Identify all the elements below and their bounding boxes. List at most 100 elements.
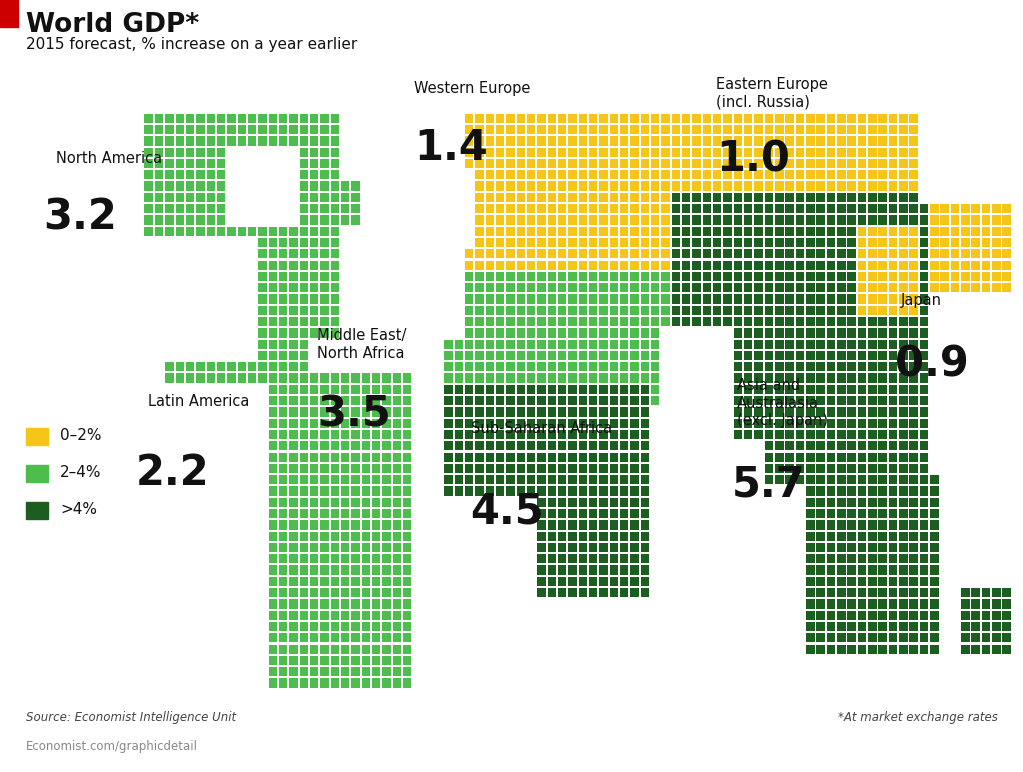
Bar: [279, 384, 287, 394]
Bar: [268, 532, 277, 541]
Bar: [847, 384, 856, 394]
Bar: [537, 340, 545, 349]
Bar: [723, 170, 731, 179]
Bar: [827, 137, 835, 146]
Bar: [733, 137, 742, 146]
Bar: [879, 170, 887, 179]
Bar: [630, 317, 638, 327]
Bar: [909, 611, 918, 620]
Bar: [909, 137, 918, 146]
Bar: [320, 622, 328, 631]
Bar: [403, 509, 411, 518]
Bar: [383, 599, 391, 608]
Bar: [610, 137, 618, 146]
Bar: [464, 418, 474, 428]
Bar: [672, 227, 680, 236]
Bar: [464, 260, 474, 269]
Bar: [290, 577, 298, 586]
Bar: [517, 204, 525, 213]
Bar: [476, 442, 484, 451]
Bar: [372, 396, 381, 405]
Bar: [279, 272, 287, 281]
Bar: [610, 113, 618, 123]
Bar: [506, 306, 515, 315]
Bar: [558, 113, 567, 123]
Bar: [733, 159, 742, 168]
Bar: [837, 611, 846, 620]
Bar: [486, 430, 494, 439]
Bar: [279, 137, 287, 146]
Bar: [837, 554, 846, 564]
Bar: [547, 238, 557, 247]
Bar: [786, 452, 794, 462]
Bar: [383, 408, 391, 417]
Bar: [847, 509, 856, 518]
Bar: [506, 260, 515, 269]
Bar: [279, 565, 287, 574]
Bar: [351, 679, 360, 688]
Bar: [579, 238, 587, 247]
Bar: [847, 272, 856, 281]
Bar: [393, 577, 401, 586]
Bar: [796, 408, 804, 417]
Bar: [869, 532, 877, 541]
Bar: [486, 396, 494, 405]
Bar: [899, 442, 907, 451]
Bar: [889, 532, 897, 541]
Bar: [330, 509, 339, 518]
Bar: [786, 384, 794, 394]
Bar: [310, 374, 318, 383]
Bar: [558, 260, 567, 269]
Bar: [930, 215, 938, 225]
Bar: [486, 317, 494, 327]
Bar: [796, 113, 804, 123]
Bar: [630, 588, 638, 598]
Bar: [558, 565, 567, 574]
Bar: [775, 125, 784, 134]
Bar: [517, 159, 525, 168]
Bar: [517, 181, 525, 191]
Bar: [703, 294, 711, 303]
Bar: [723, 147, 731, 157]
Bar: [403, 498, 411, 507]
Bar: [786, 204, 794, 213]
Bar: [620, 159, 628, 168]
Bar: [403, 374, 411, 383]
Bar: [610, 272, 618, 281]
Bar: [279, 475, 287, 484]
Bar: [620, 498, 628, 507]
Bar: [383, 611, 391, 620]
Bar: [361, 655, 370, 665]
Bar: [599, 113, 608, 123]
Bar: [764, 384, 773, 394]
Bar: [693, 215, 701, 225]
Bar: [361, 645, 370, 654]
Bar: [733, 294, 742, 303]
Bar: [290, 509, 298, 518]
Bar: [640, 442, 650, 451]
Bar: [537, 147, 545, 157]
Bar: [889, 362, 897, 371]
Bar: [857, 599, 866, 608]
Bar: [154, 113, 164, 123]
Bar: [527, 272, 535, 281]
Bar: [620, 577, 628, 586]
Bar: [754, 227, 763, 236]
Bar: [879, 306, 887, 315]
Bar: [579, 543, 587, 552]
Bar: [992, 611, 1000, 620]
Bar: [764, 249, 773, 259]
Bar: [351, 655, 360, 665]
Bar: [1003, 633, 1011, 642]
Bar: [920, 532, 928, 541]
Bar: [610, 532, 618, 541]
Bar: [589, 588, 597, 598]
Bar: [599, 588, 608, 598]
Bar: [889, 498, 897, 507]
Bar: [786, 272, 794, 281]
Bar: [764, 113, 773, 123]
Bar: [816, 204, 825, 213]
Bar: [672, 294, 680, 303]
Bar: [733, 283, 742, 293]
Bar: [527, 317, 535, 327]
